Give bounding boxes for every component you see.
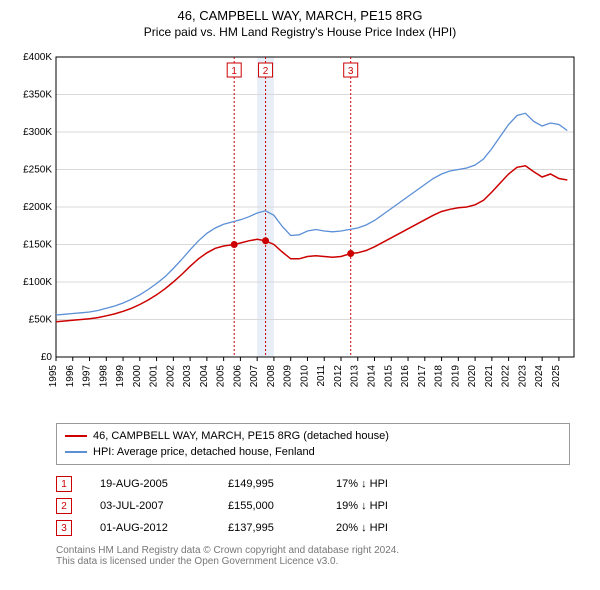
- svg-text:£50K: £50K: [29, 315, 53, 326]
- svg-text:£150K: £150K: [23, 240, 52, 251]
- svg-text:2019: 2019: [450, 365, 461, 388]
- svg-text:2012: 2012: [333, 365, 344, 388]
- sale-marker-box: 2: [56, 498, 72, 514]
- svg-text:2016: 2016: [400, 365, 411, 388]
- svg-text:2015: 2015: [383, 365, 394, 388]
- svg-text:2008: 2008: [266, 365, 277, 388]
- svg-text:1998: 1998: [98, 365, 109, 388]
- svg-text:2: 2: [263, 66, 269, 77]
- legend-swatch: [65, 451, 87, 453]
- svg-text:2003: 2003: [182, 365, 193, 388]
- svg-text:2023: 2023: [517, 365, 528, 388]
- chart-subtitle: Price paid vs. HM Land Registry's House …: [8, 25, 592, 39]
- sales-row: 3 01-AUG-2012 £137,995 20% ↓ HPI: [56, 517, 570, 539]
- svg-text:2018: 2018: [434, 365, 445, 388]
- sale-date: 03-JUL-2007: [100, 500, 200, 512]
- svg-text:2005: 2005: [216, 365, 227, 388]
- svg-text:1997: 1997: [82, 365, 93, 388]
- svg-text:2009: 2009: [283, 365, 294, 388]
- legend-label: 46, CAMPBELL WAY, MARCH, PE15 8RG (detac…: [93, 430, 389, 442]
- svg-text:2007: 2007: [249, 365, 260, 388]
- sale-diff: 17% ↓ HPI: [336, 478, 416, 490]
- svg-text:£250K: £250K: [23, 165, 52, 176]
- legend-row: 46, CAMPBELL WAY, MARCH, PE15 8RG (detac…: [65, 428, 561, 444]
- chart-area: £0 £50K £100K £150K £200K £250K £300K £350K £400…: [8, 47, 592, 417]
- footnote: Contains HM Land Registry data © Crown c…: [56, 545, 570, 567]
- svg-text:£350K: £350K: [23, 90, 52, 101]
- svg-text:1996: 1996: [65, 365, 76, 388]
- svg-text:2011: 2011: [316, 365, 327, 387]
- legend-swatch: [65, 435, 87, 437]
- svg-text:2024: 2024: [534, 365, 545, 388]
- svg-text:3: 3: [348, 66, 354, 77]
- sales-row: 1 19-AUG-2005 £149,995 17% ↓ HPI: [56, 473, 570, 495]
- svg-text:2004: 2004: [199, 365, 210, 388]
- svg-text:2021: 2021: [484, 365, 495, 388]
- svg-text:2017: 2017: [417, 365, 428, 388]
- svg-text:£100K: £100K: [23, 277, 52, 288]
- sale-price: £155,000: [228, 500, 308, 512]
- svg-text:1995: 1995: [48, 365, 59, 388]
- sale-diff: 19% ↓ HPI: [336, 500, 416, 512]
- sales-row: 2 03-JUL-2007 £155,000 19% ↓ HPI: [56, 495, 570, 517]
- svg-text:2014: 2014: [367, 365, 378, 388]
- legend-label: HPI: Average price, detached house, Fenl…: [93, 446, 315, 458]
- svg-text:£0: £0: [41, 352, 53, 363]
- svg-text:1999: 1999: [115, 365, 126, 388]
- footnote-line: Contains HM Land Registry data © Crown c…: [56, 545, 570, 556]
- svg-text:1: 1: [231, 66, 237, 77]
- sale-marker-box: 1: [56, 476, 72, 492]
- svg-text:2001: 2001: [149, 365, 160, 388]
- legend-row: HPI: Average price, detached house, Fenl…: [65, 444, 561, 460]
- sale-marker-box: 3: [56, 520, 72, 536]
- svg-text:2002: 2002: [165, 365, 176, 388]
- svg-text:2000: 2000: [132, 365, 143, 388]
- svg-text:£300K: £300K: [23, 127, 52, 138]
- chart-title: 46, CAMPBELL WAY, MARCH, PE15 8RG: [8, 8, 592, 23]
- svg-text:£200K: £200K: [23, 202, 52, 213]
- sale-price: £149,995: [228, 478, 308, 490]
- legend: 46, CAMPBELL WAY, MARCH, PE15 8RG (detac…: [56, 423, 570, 465]
- sale-price: £137,995: [228, 522, 308, 534]
- sale-date: 19-AUG-2005: [100, 478, 200, 490]
- sale-diff: 20% ↓ HPI: [336, 522, 416, 534]
- svg-text:2020: 2020: [467, 365, 478, 388]
- svg-text:2006: 2006: [232, 365, 243, 388]
- chart-svg: £0 £50K £100K £150K £200K £250K £300K £350K £400…: [8, 47, 592, 417]
- footnote-line: This data is licensed under the Open Gov…: [56, 556, 570, 567]
- sale-date: 01-AUG-2012: [100, 522, 200, 534]
- svg-text:£400K: £400K: [23, 52, 52, 63]
- svg-text:2010: 2010: [299, 365, 310, 388]
- svg-text:2013: 2013: [350, 365, 361, 388]
- svg-text:2025: 2025: [551, 365, 562, 388]
- sales-table: 1 19-AUG-2005 £149,995 17% ↓ HPI 2 03-JUL-200…: [56, 473, 570, 539]
- svg-text:2022: 2022: [501, 365, 512, 388]
